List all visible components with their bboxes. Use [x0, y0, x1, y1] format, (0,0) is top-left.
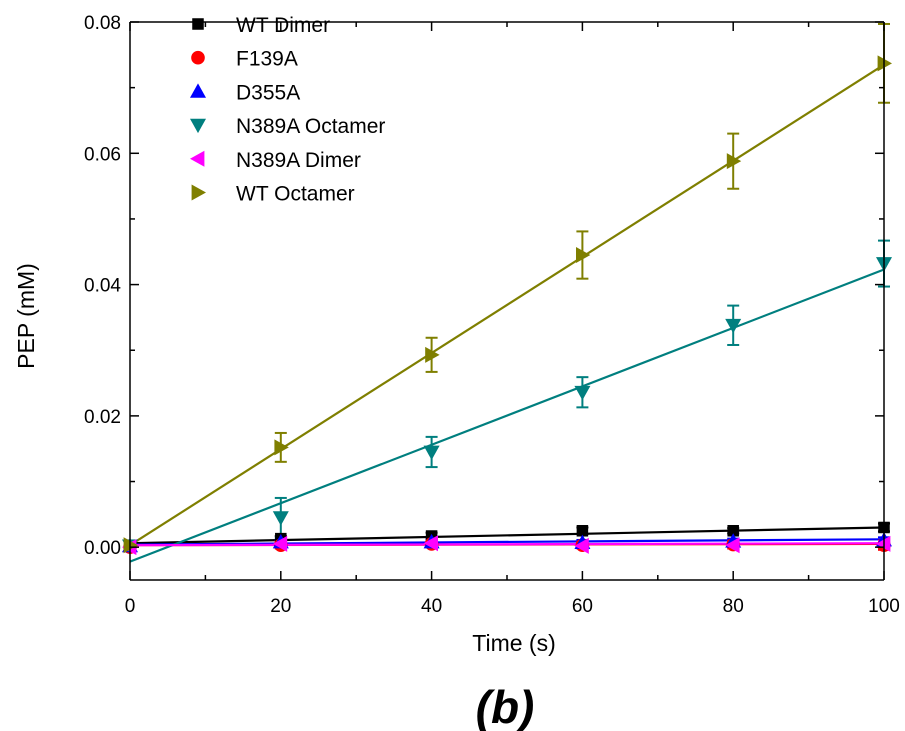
data-markers	[122, 55, 892, 556]
fit-line-0	[129, 526, 885, 545]
data-point	[876, 535, 891, 552]
data-point	[425, 346, 440, 363]
data-point	[725, 318, 742, 334]
x-tick-label: 80	[723, 596, 744, 617]
data-point	[423, 535, 438, 552]
data-point	[727, 525, 739, 537]
x-tick-label: 100	[868, 596, 900, 617]
data-point	[423, 445, 440, 460]
fit-line-5	[129, 63, 885, 547]
legend-entry: N389A Dimer	[190, 149, 361, 172]
panel-label-close: )	[514, 681, 534, 731]
data-point	[725, 537, 740, 554]
data-point	[576, 525, 589, 537]
legend-marker	[190, 83, 206, 98]
legend-label: WT Octamer	[236, 183, 355, 206]
fit-line-2	[129, 538, 885, 546]
x-tick-label: 0	[125, 596, 136, 617]
legend-label: N389A Octamer	[236, 115, 385, 138]
legend-entry: F139A	[191, 48, 298, 71]
legend-entry: WT Dimer	[192, 14, 330, 37]
legend-label: N389A Dimer	[236, 149, 361, 172]
legend-marker	[190, 150, 205, 167]
data-point	[272, 535, 288, 552]
legend-marker	[191, 50, 205, 65]
legend-label: WT Dimer	[236, 14, 330, 37]
data-point	[726, 153, 742, 170]
panel-label-open: (	[476, 681, 496, 731]
panel-label-letter: b	[491, 681, 519, 731]
axes: 0 20 40 60 80 100 0.00 0.02 0.04 0.06 0.08	[84, 13, 900, 617]
data-point	[877, 55, 892, 72]
y-tick-label: 0.06	[84, 144, 121, 165]
y-axis-label: PEP (mM)	[13, 263, 39, 369]
legend-marker	[191, 184, 206, 201]
data-point	[574, 537, 589, 554]
fit-lines	[129, 63, 885, 563]
y-tick-label: 0.00	[84, 538, 121, 559]
fit-line-4	[129, 542, 885, 547]
fit-line-3	[129, 268, 885, 563]
legend-label: F139A	[236, 48, 298, 71]
x-tick-label: 20	[270, 596, 291, 617]
data-point	[123, 537, 138, 554]
legend-marker	[190, 118, 206, 134]
panel-label: (b)	[476, 681, 535, 731]
x-tick-label: 60	[572, 596, 593, 617]
legend-entry: D355A	[190, 81, 300, 104]
data-point	[574, 385, 591, 401]
legend-entry: N389A Octamer	[190, 115, 385, 138]
y-tick-label: 0.02	[84, 407, 121, 428]
legend-label: D355A	[236, 81, 300, 104]
legend: WT Dimer F139A D355A N389A Octamer N389A Dim…	[190, 14, 385, 206]
data-point	[274, 439, 289, 456]
legend-marker	[192, 18, 204, 30]
legend-entry: WT Octamer	[191, 183, 355, 206]
x-tick-label: 40	[421, 596, 442, 617]
y-tick-label: 0.08	[84, 13, 121, 34]
data-point	[576, 247, 591, 264]
data-point	[272, 511, 289, 526]
x-axis-label: Time (s)	[472, 630, 555, 656]
y-tick-label: 0.04	[84, 276, 121, 297]
